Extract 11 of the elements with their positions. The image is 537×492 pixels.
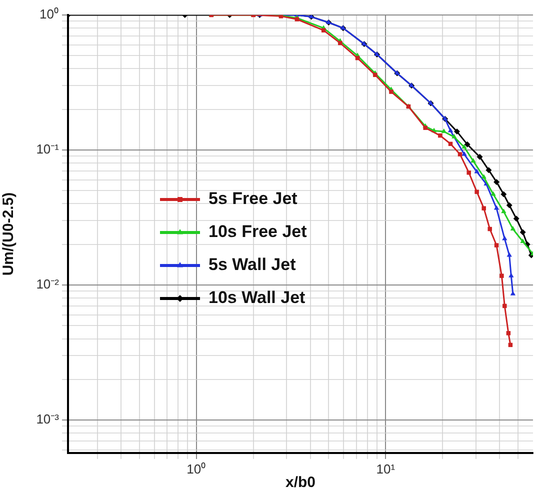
legend-label: 10s Wall Jet (208, 288, 306, 308)
y-tick-label: 10⁻¹ (36, 142, 60, 157)
legend-label: 10s Free Jet (208, 222, 308, 242)
y-axis-title: Um/(U0-2.5) (0, 192, 18, 276)
x-axis-title: x/b0 (285, 474, 316, 492)
y-tick-label: 10⁰ (40, 6, 59, 22)
x-tick-label: 10¹ (376, 461, 396, 476)
legend-label: 5s Wall Jet (208, 255, 296, 274)
y-tick-label: 10⁻² (36, 276, 60, 292)
legend-label: 5s Free Jet (208, 189, 298, 208)
y-tick-label: 10⁻³ (36, 412, 60, 427)
